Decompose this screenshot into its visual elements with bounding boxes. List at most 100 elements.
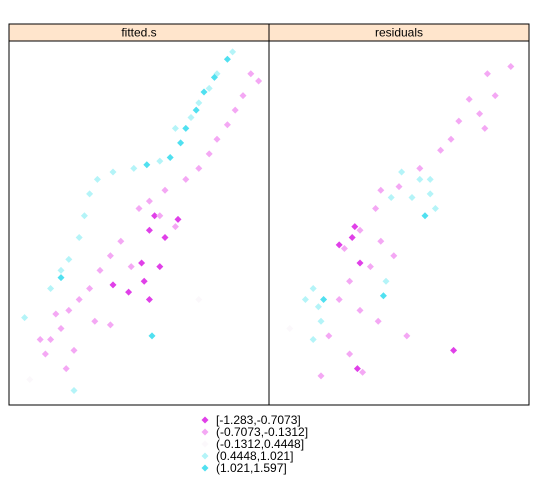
point xyxy=(135,204,143,212)
point xyxy=(106,321,114,329)
point xyxy=(187,113,195,121)
point xyxy=(229,48,237,56)
legend-marker xyxy=(201,464,209,472)
point xyxy=(507,62,515,70)
point xyxy=(143,161,151,169)
panel-title: fitted.s xyxy=(121,26,156,40)
point xyxy=(431,204,439,212)
point xyxy=(127,263,135,271)
point xyxy=(57,274,65,282)
point xyxy=(213,135,221,143)
point xyxy=(309,335,317,343)
point xyxy=(86,285,94,293)
point xyxy=(377,237,385,245)
point xyxy=(93,175,101,183)
point xyxy=(117,237,125,245)
point xyxy=(171,223,179,231)
point xyxy=(320,295,328,303)
point xyxy=(47,335,55,343)
point xyxy=(377,186,385,194)
point xyxy=(195,164,203,172)
point xyxy=(455,117,463,125)
legend-marker xyxy=(201,440,209,448)
point xyxy=(421,212,429,220)
point xyxy=(166,153,174,161)
panel xyxy=(8,40,270,406)
legend-marker xyxy=(201,452,209,460)
point xyxy=(356,259,364,267)
point xyxy=(145,197,153,205)
panel-title: residuals xyxy=(375,26,423,40)
point xyxy=(450,346,458,354)
point xyxy=(348,234,356,242)
point xyxy=(195,99,203,107)
point xyxy=(314,303,322,311)
point xyxy=(86,190,94,198)
point xyxy=(130,164,138,172)
point xyxy=(374,317,382,325)
point xyxy=(41,350,49,358)
point xyxy=(57,266,65,274)
point xyxy=(476,110,484,118)
point xyxy=(65,306,73,314)
point xyxy=(335,295,343,303)
point xyxy=(145,295,153,303)
point xyxy=(70,386,78,394)
point xyxy=(125,288,133,296)
point xyxy=(138,259,146,267)
point xyxy=(52,310,60,318)
point xyxy=(346,350,354,358)
point xyxy=(174,215,182,223)
point xyxy=(353,365,361,373)
point xyxy=(335,241,343,249)
point xyxy=(382,277,390,285)
point xyxy=(325,332,333,340)
point xyxy=(26,376,34,384)
point xyxy=(70,346,78,354)
point xyxy=(75,234,83,242)
point xyxy=(286,325,294,333)
legend-label: (-0.1312,0.4448] xyxy=(216,437,304,451)
point xyxy=(223,55,231,63)
legend-label: (-0.7073,-0.1312] xyxy=(216,425,308,439)
point xyxy=(465,95,473,103)
legend-label: [-1.283,-0.7073] xyxy=(216,413,301,427)
point xyxy=(182,175,190,183)
point xyxy=(301,295,309,303)
point xyxy=(106,252,114,260)
point xyxy=(317,317,325,325)
point xyxy=(403,332,411,340)
point xyxy=(372,204,380,212)
point xyxy=(156,263,164,271)
point xyxy=(317,372,325,380)
panel xyxy=(268,40,530,406)
point xyxy=(255,77,263,85)
legend-marker xyxy=(201,416,209,424)
point xyxy=(390,252,398,260)
point xyxy=(200,88,208,96)
point xyxy=(351,223,359,231)
point xyxy=(109,281,117,289)
point xyxy=(483,70,491,78)
point xyxy=(75,295,83,303)
point xyxy=(148,332,156,340)
point xyxy=(356,306,364,314)
point xyxy=(447,135,455,143)
point xyxy=(356,226,364,234)
point xyxy=(36,335,44,343)
point xyxy=(151,212,159,220)
point xyxy=(366,263,374,271)
point xyxy=(395,183,403,191)
point xyxy=(309,285,317,293)
point xyxy=(481,124,489,132)
legend-label: (0.4448,1.021] xyxy=(216,449,293,463)
point xyxy=(109,168,117,176)
point xyxy=(210,73,218,81)
point xyxy=(65,255,73,263)
point xyxy=(171,124,179,132)
point xyxy=(437,146,445,154)
point xyxy=(247,70,255,78)
point xyxy=(223,121,231,129)
point xyxy=(47,285,55,293)
